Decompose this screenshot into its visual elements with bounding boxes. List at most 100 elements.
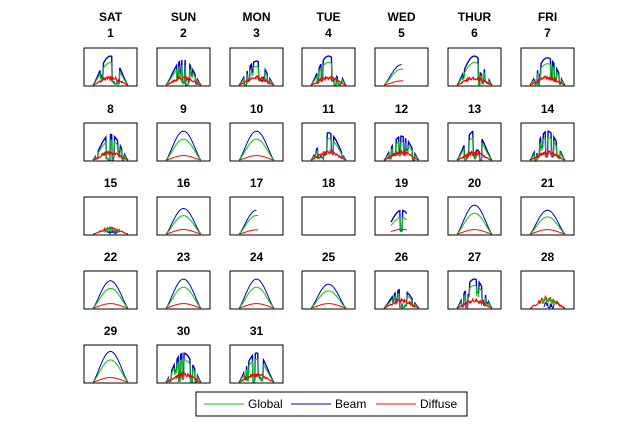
day-panel-3: 3 <box>229 26 284 87</box>
panel-axes <box>156 344 211 384</box>
day-label: 24 <box>250 250 264 264</box>
global-series <box>456 212 493 235</box>
global-series <box>92 287 129 309</box>
diffuse-series <box>165 371 202 383</box>
day-panel-18: 18 <box>301 176 356 236</box>
legend-label-diffuse: Diffuse <box>420 397 457 411</box>
beam-series <box>310 283 347 309</box>
day-panel-19: 19 <box>374 176 429 236</box>
day-panel-21: 21 <box>520 176 575 236</box>
beam-series <box>238 352 275 383</box>
panel-axes <box>520 47 575 87</box>
day-label: 25 <box>322 250 336 264</box>
diffuse-series <box>165 75 202 86</box>
panel-axes <box>520 270 575 310</box>
global-series <box>165 138 202 161</box>
global-series <box>541 296 557 305</box>
beam-series <box>238 278 275 309</box>
day-panel-22: 22 <box>83 250 138 310</box>
day-panel-8: 8 <box>83 102 138 162</box>
day-label: 16 <box>177 176 191 190</box>
beam-series <box>238 130 275 161</box>
global-series <box>310 62 347 86</box>
panel-axes <box>374 270 429 310</box>
global-series <box>92 139 129 161</box>
day-label: 6 <box>471 26 478 40</box>
global-series <box>310 290 347 309</box>
diffuse-series <box>238 229 259 235</box>
day-panel-24: 24 <box>229 250 284 310</box>
day-label: 7 <box>544 26 551 40</box>
panel-axes <box>156 122 211 162</box>
global-series <box>238 65 275 86</box>
global-series <box>92 359 129 383</box>
weekday-header-tue: TUE <box>317 10 341 24</box>
global-series <box>165 358 202 383</box>
day-panel-29: 29 <box>83 324 138 384</box>
diffuse-series <box>165 155 202 161</box>
diffuse-series <box>529 229 566 235</box>
diffuse-series <box>456 229 493 235</box>
weekday-header-sun: SUN <box>171 10 196 24</box>
day-label: 20 <box>468 176 482 190</box>
diffuse-series <box>92 377 129 383</box>
day-panel-27: 27 <box>447 250 502 310</box>
diffuse-series <box>456 149 493 161</box>
global-series <box>529 63 566 86</box>
day-panel-9: 9 <box>156 102 211 162</box>
panel-axes <box>156 196 211 236</box>
panel-axes <box>83 47 138 87</box>
panel-axes <box>229 122 284 162</box>
diffuse-series <box>92 149 129 161</box>
day-panel-10: 10 <box>229 102 284 162</box>
beam-series <box>310 55 347 86</box>
day-panel-11: 11 <box>301 102 356 162</box>
panel-axes <box>156 270 211 310</box>
beam-series <box>106 229 118 235</box>
day-panel-1: 1 <box>83 26 138 87</box>
day-label: 26 <box>395 250 409 264</box>
day-panel-2: 2 <box>156 26 211 87</box>
day-label: 1 <box>107 26 114 40</box>
day-label: 3 <box>253 26 260 40</box>
day-panel-30: 30 <box>156 324 211 384</box>
day-label: 27 <box>468 250 482 264</box>
global-series <box>456 137 493 161</box>
beam-series <box>165 130 202 161</box>
beam-series <box>310 132 347 161</box>
global-series <box>383 293 420 309</box>
global-series <box>238 138 275 161</box>
diffuse-series <box>165 229 202 235</box>
weekday-headers: SAT SUN MON TUE WED THUR FRI <box>99 10 557 24</box>
diffuse-series <box>310 149 347 161</box>
diffuse-series <box>238 303 275 309</box>
panel-axes <box>156 47 211 87</box>
beam-series <box>390 209 408 232</box>
global-series <box>529 136 566 161</box>
day-panel-25: 25 <box>301 250 356 310</box>
diffuse-series <box>92 303 129 309</box>
day-panel-20: 20 <box>447 176 502 236</box>
global-series <box>238 286 275 309</box>
global-series <box>383 68 404 86</box>
diffuse-series <box>390 228 407 233</box>
panel-axes <box>301 122 356 162</box>
day-label: 12 <box>395 102 409 116</box>
day-panel-13: 13 <box>447 102 502 162</box>
global-series <box>238 214 259 235</box>
beam-series <box>456 55 493 86</box>
beam-series <box>165 208 202 235</box>
day-panel-14: 14 <box>520 102 575 162</box>
day-label: 23 <box>177 250 191 264</box>
day-panel-12: 12 <box>374 102 429 162</box>
day-panel-23: 23 <box>156 250 211 310</box>
day-panel-31: 31 <box>229 324 284 384</box>
day-panel-16: 16 <box>156 176 211 236</box>
global-series <box>165 215 202 235</box>
beam-series <box>92 350 129 383</box>
diffuse-series <box>383 80 404 86</box>
panel-axes <box>229 196 284 236</box>
panel-axes <box>83 122 138 162</box>
